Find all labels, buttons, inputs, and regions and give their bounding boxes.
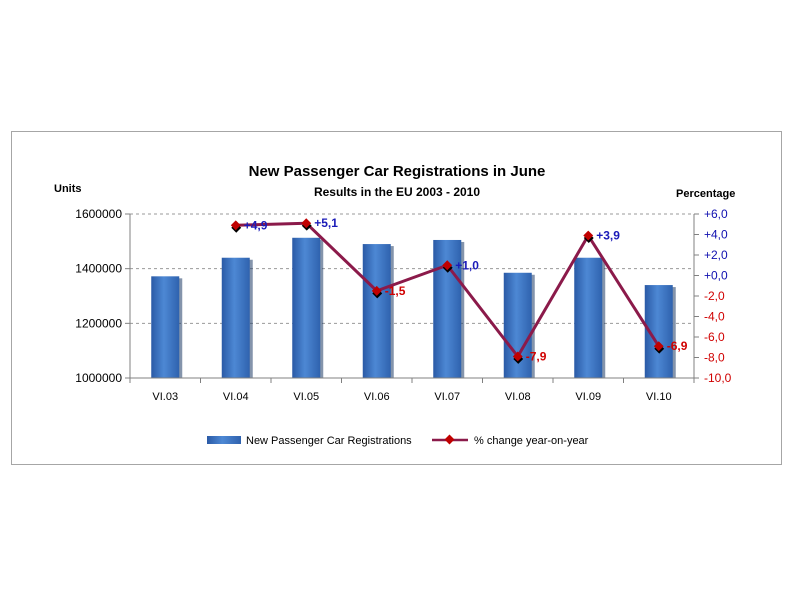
legend-marker-icon: [444, 434, 455, 445]
line-marker: [653, 341, 664, 352]
chart-title: New Passenger Car Registrations in June: [249, 163, 546, 180]
y2-tick-label: -2,0: [704, 289, 725, 303]
y2-tick-label: -10,0: [704, 371, 732, 385]
y-tick-label: 1400000: [75, 262, 122, 276]
x-tick-label: VI.03: [152, 391, 178, 403]
data-label: +1,0: [455, 258, 479, 272]
y2-tick-label: -8,0: [704, 351, 725, 365]
data-label: +4,9: [244, 218, 268, 232]
legend-label-bars: New Passenger Car Registrations: [246, 435, 412, 447]
bar-series: [151, 237, 676, 378]
line-marker: [230, 220, 241, 231]
x-tick-label: VI.07: [434, 391, 460, 403]
y2-tick-label: +0,0: [704, 269, 728, 283]
x-tick-label: VI.05: [293, 391, 319, 403]
data-label: -6,9: [667, 339, 688, 353]
y-axis-title: Units: [54, 183, 82, 195]
data-label: +3,9: [596, 229, 620, 243]
y-tick-label: 1200000: [75, 316, 122, 330]
chart: New Passenger Car Registrations in June …: [54, 163, 735, 447]
x-tick-label: VI.09: [575, 391, 601, 403]
x-tick-label: VI.04: [223, 391, 249, 403]
bar: [221, 257, 250, 378]
y2-tick-label: -6,0: [704, 330, 725, 344]
bar: [362, 244, 391, 378]
chart-subtitle: Results in the EU 2003 - 2010: [314, 185, 480, 199]
x-tick-label: VI.06: [364, 391, 390, 403]
x-tick-label: VI.10: [646, 391, 672, 403]
bar: [292, 237, 321, 378]
bar: [151, 276, 180, 378]
y-tick-label: 1000000: [75, 371, 122, 385]
line-marker: [583, 230, 594, 241]
data-label: +5,1: [314, 216, 338, 230]
legend: New Passenger Car Registrations % change…: [207, 434, 589, 447]
x-tick-label: VI.08: [505, 391, 531, 403]
tick-labels: 1600000 1400000 1200000 1000000 +6,0 +4,0 +2,0…: [75, 207, 731, 403]
axes: [125, 213, 699, 383]
data-label: -7,9: [526, 349, 547, 363]
bar: [574, 257, 603, 378]
legend-label-line: % change year-on-year: [474, 435, 589, 447]
y2-tick-label: -4,0: [704, 310, 725, 324]
y2-axis-title: Percentage: [676, 188, 735, 200]
y2-tick-label: +4,0: [704, 228, 728, 242]
line-series: +4,9 +5,1 -1,5 +1,0 -7,9 +3,9 -6,9: [230, 216, 688, 364]
legend-swatch-bars: [207, 436, 241, 444]
y2-tick-label: +6,0: [704, 207, 728, 221]
y-tick-label: 1600000: [75, 207, 122, 221]
chart-frame: New Passenger Car Registrations in June …: [11, 131, 782, 465]
data-label: -1,5: [385, 284, 406, 298]
line-marker: [512, 351, 523, 362]
y2-tick-label: +2,0: [704, 248, 728, 262]
